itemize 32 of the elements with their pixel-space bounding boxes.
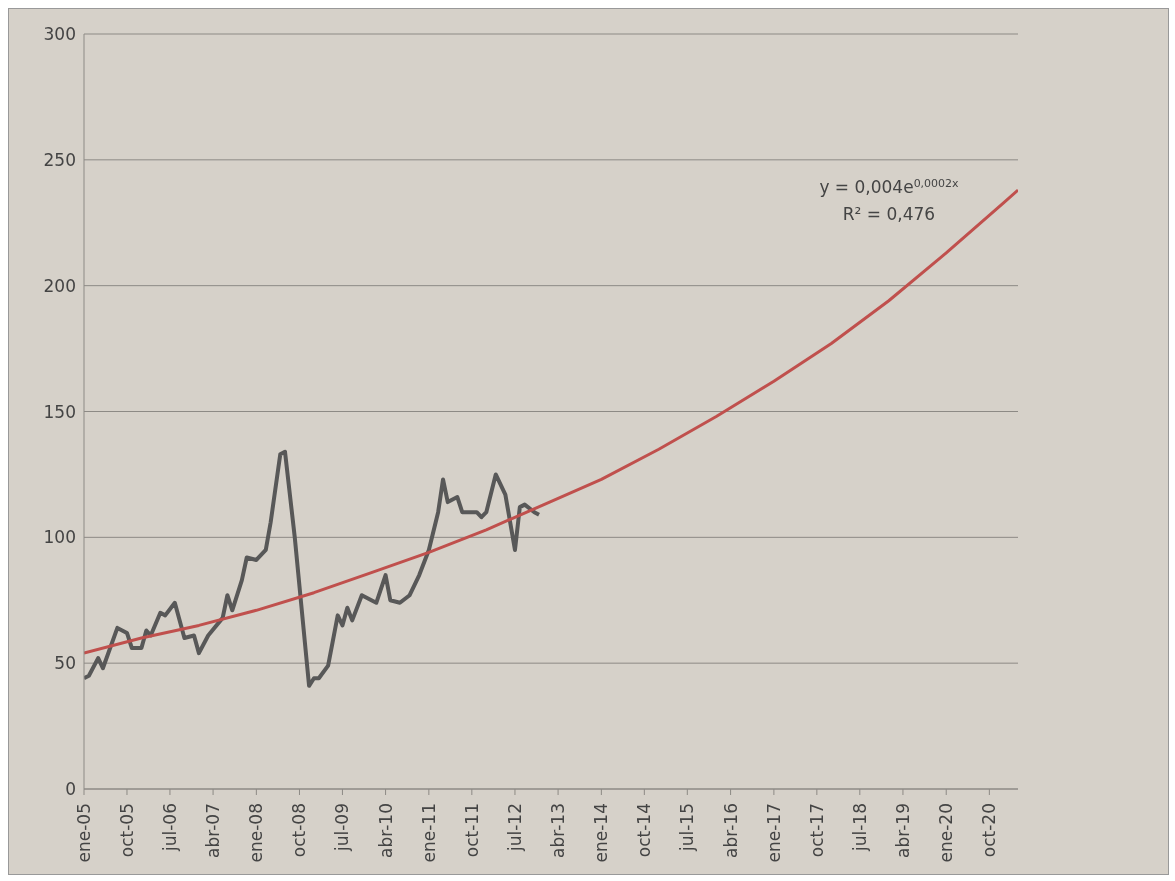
x-tick-label: oct-14 (634, 803, 655, 858)
annotation: R² = 0,476 (842, 204, 936, 224)
x-tick-label: ene-17 (763, 803, 784, 863)
x-tick-label: ene-14 (591, 803, 612, 863)
x-tick-label: oct-17 (806, 803, 827, 858)
x-tick-label: abr-16 (720, 803, 741, 858)
line-series (84, 449, 542, 688)
x-tick-label: ene-05 (74, 803, 94, 863)
annotation: y = 0,004e$^{0,0002x}$ (819, 176, 960, 197)
x-tick-label: ene-11 (418, 803, 439, 863)
x-tick-label: abr-13 (548, 803, 569, 858)
x-tick-label: jul-06 (159, 803, 180, 852)
x-tick-label: abr-07 (203, 803, 224, 858)
x-tick-label: jul-18 (849, 803, 870, 852)
y-tick-label: 250 (43, 149, 76, 170)
x-tick-label: jul-15 (677, 803, 698, 852)
x-tick-label: oct-05 (116, 803, 137, 858)
x-tick-label: ene-08 (246, 803, 267, 863)
x-tick-label: abr-10 (375, 803, 396, 858)
x-tick-label: abr-19 (892, 803, 913, 858)
x-tick-label: ene-20 (936, 803, 957, 863)
x-tick-label: oct-08 (289, 803, 310, 858)
x-tick-label: jul-12 (504, 803, 525, 852)
x-tick-label: oct-20 (979, 803, 1000, 858)
y-tick-label: 300 (43, 24, 76, 45)
y-tick-label: 200 (43, 275, 76, 296)
y-tick-label: 50 (54, 653, 76, 674)
x-tick-label: jul-09 (332, 803, 353, 852)
y-tick-label: 0 (65, 779, 76, 800)
y-tick-label: 150 (43, 401, 76, 422)
y-tick-label: 100 (43, 527, 76, 548)
x-tick-label: oct-11 (461, 803, 482, 858)
